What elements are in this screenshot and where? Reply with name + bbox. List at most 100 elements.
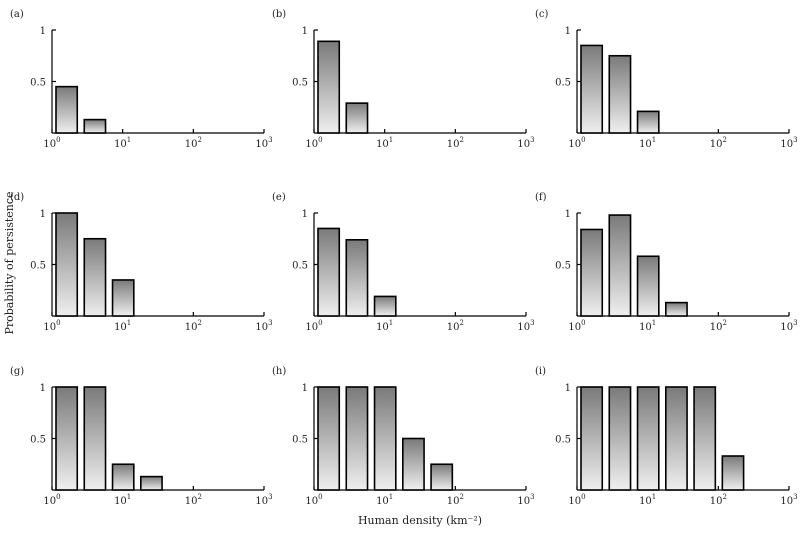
panel-label: (g): [10, 366, 24, 377]
bar: [83, 237, 107, 317]
bar: [55, 212, 79, 317]
y-tick-label: 1: [40, 209, 46, 220]
x-tick-label: 102: [447, 136, 464, 150]
x-tick-label: 103: [780, 493, 797, 507]
panel-d: (d) 0.5 1 100 101 102 103: [10, 192, 273, 333]
panel-h: (h) 0.5 1 100 101 102 103: [272, 366, 535, 507]
x-tick-label: 101: [639, 136, 656, 150]
bar: [317, 227, 341, 317]
y-tick-label: 0.5: [30, 435, 46, 446]
y-tick-label: 0.5: [292, 78, 308, 89]
bar: [83, 118, 107, 134]
bar: [580, 44, 604, 134]
x-tick-label: 101: [639, 319, 656, 333]
panel-label: (d): [10, 192, 24, 203]
x-tick-label: 102: [710, 319, 727, 333]
panel-label: (b): [272, 9, 286, 20]
bar: [608, 54, 632, 134]
y-tick-label: 0.5: [292, 261, 308, 272]
panel-g: (g) 0.5 1 100 101 102 103: [10, 366, 273, 507]
bar: [665, 301, 688, 317]
bar: [373, 386, 397, 491]
y-tick-label: 1: [40, 26, 46, 37]
y-tick-label: 1: [302, 209, 308, 220]
panel-label: (h): [272, 366, 286, 377]
y-tick-label: 1: [302, 26, 308, 37]
bar: [55, 85, 79, 134]
x-tick-label: 100: [568, 493, 585, 507]
bar: [111, 279, 135, 317]
x-tick-label: 101: [114, 319, 131, 333]
bar: [317, 386, 341, 491]
bar: [345, 102, 369, 134]
panel-b: (b) 0.5 1 100 101 102 103: [272, 9, 535, 150]
y-tick-label: 0.5: [30, 261, 46, 272]
x-tick-label: 103: [255, 493, 272, 507]
bar: [721, 455, 745, 491]
panel-e: (e) 0.5 1 100 101 102 103: [272, 192, 535, 333]
bar: [636, 255, 660, 317]
panel-label: (f): [535, 192, 547, 203]
x-tick-label: 100: [568, 136, 585, 150]
x-tick-label: 103: [255, 136, 272, 150]
x-tick-label: 100: [43, 319, 60, 333]
panel-label: (e): [272, 192, 286, 203]
bar: [111, 463, 135, 491]
y-axis-title: Probability of persistence: [3, 191, 16, 334]
y-tick-label: 0.5: [555, 78, 571, 89]
x-tick-label: 103: [780, 136, 797, 150]
bar: [580, 228, 604, 317]
panel-label: (a): [10, 9, 24, 20]
y-tick-label: 1: [40, 383, 46, 394]
x-tick-label: 103: [255, 319, 272, 333]
x-tick-label: 100: [305, 493, 322, 507]
bar: [140, 475, 163, 491]
x-tick-label: 103: [517, 136, 534, 150]
bar: [608, 214, 632, 317]
x-tick-label: 103: [780, 319, 797, 333]
x-tick-label: 100: [43, 493, 60, 507]
y-tick-label: 0.5: [555, 435, 571, 446]
y-tick-label: 1: [565, 383, 571, 394]
x-tick-label: 101: [639, 493, 656, 507]
x-tick-label: 102: [185, 136, 202, 150]
x-tick-label: 102: [710, 136, 727, 150]
x-tick-label: 102: [185, 493, 202, 507]
x-tick-label: 102: [710, 493, 727, 507]
panel-i: (i) 0.5 1 100 101 102 103: [535, 366, 798, 507]
x-tick-label: 103: [517, 319, 534, 333]
bar: [580, 386, 604, 491]
x-axis-title: Human density (km⁻²): [358, 514, 482, 527]
bar: [345, 238, 369, 317]
panel-label: (i): [535, 366, 546, 377]
bar: [345, 386, 369, 491]
panel-label: (c): [535, 9, 549, 20]
bar: [430, 463, 454, 491]
y-tick-label: 1: [565, 209, 571, 220]
x-tick-label: 102: [447, 493, 464, 507]
x-tick-label: 102: [185, 319, 202, 333]
x-tick-label: 101: [376, 136, 393, 150]
panel-f: (f) 0.5 1 100 101 102 103: [535, 192, 798, 333]
bar: [693, 386, 717, 491]
y-tick-label: 1: [565, 26, 571, 37]
bar: [665, 386, 688, 491]
panels-layer: (a) 0.5 1 100 101 102 103 (b) 0.5 1 100 101 102 103 (c…: [10, 9, 798, 507]
bar: [83, 386, 107, 491]
bar: [636, 110, 660, 134]
x-tick-label: 103: [517, 493, 534, 507]
x-tick-label: 100: [568, 319, 585, 333]
x-tick-label: 100: [43, 136, 60, 150]
y-tick-label: 0.5: [555, 261, 571, 272]
y-tick-label: 0.5: [292, 435, 308, 446]
x-tick-label: 100: [305, 136, 322, 150]
x-tick-label: 100: [305, 319, 322, 333]
x-tick-label: 101: [114, 136, 131, 150]
x-tick-label: 101: [376, 493, 393, 507]
y-tick-label: 1: [302, 383, 308, 394]
bar: [55, 386, 79, 491]
bar: [373, 295, 397, 317]
x-tick-label: 102: [447, 319, 464, 333]
bar: [402, 437, 425, 491]
